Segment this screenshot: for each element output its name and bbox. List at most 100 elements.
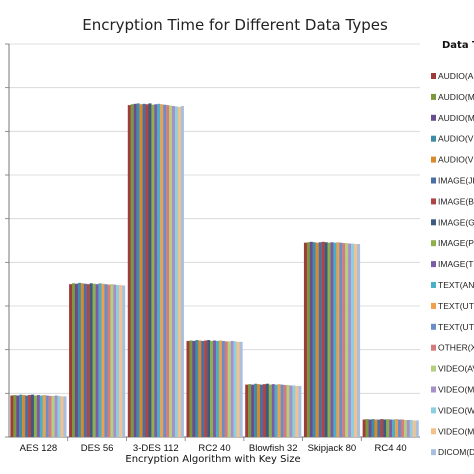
bar	[116, 285, 120, 437]
bar	[386, 419, 390, 437]
bar	[39, 395, 43, 437]
x-tick-label: 3-DES 112	[133, 443, 179, 454]
bar	[403, 419, 408, 437]
bar	[69, 284, 73, 437]
bar	[271, 384, 275, 437]
bar	[36, 395, 40, 437]
legend-label: AUDIO(V	[438, 134, 474, 144]
bar	[400, 419, 405, 437]
bar	[119, 285, 123, 437]
bar	[345, 243, 349, 437]
bar	[169, 105, 173, 437]
bar	[298, 385, 302, 437]
bar	[395, 419, 399, 437]
legend-label: AUDIO(A	[438, 71, 474, 81]
bar	[154, 104, 158, 437]
bar	[262, 384, 266, 437]
legend-swatch	[431, 407, 436, 414]
bar	[254, 383, 258, 437]
legend-label: TEXT(AN	[438, 280, 474, 290]
bar	[245, 384, 249, 437]
bar	[368, 419, 372, 437]
legend-swatch	[431, 73, 436, 79]
legend-label: OTHER(X	[438, 343, 474, 353]
bar	[259, 384, 264, 437]
bar	[201, 340, 205, 437]
bar	[230, 340, 234, 437]
legend-label: IMAGE(T	[438, 259, 473, 269]
bar	[406, 419, 410, 437]
legend-swatch	[431, 219, 436, 226]
bar	[89, 283, 93, 437]
bar	[330, 242, 334, 437]
bar	[377, 419, 381, 437]
bar	[136, 103, 140, 437]
bar	[303, 242, 308, 437]
bar	[98, 283, 102, 437]
legend-label: IMAGE(B	[438, 196, 474, 206]
legend-label: TEXT(UTF	[438, 322, 474, 332]
bar	[22, 395, 26, 437]
bar	[204, 340, 208, 437]
bar	[380, 419, 384, 437]
bar	[415, 420, 419, 437]
legend-label: VIDEO(AV	[438, 364, 474, 374]
bar	[248, 384, 252, 437]
legend-swatch	[431, 365, 436, 372]
bar	[86, 284, 90, 437]
bar	[174, 106, 179, 437]
bar	[213, 340, 217, 437]
bar	[251, 384, 255, 437]
bar	[289, 385, 293, 437]
bar	[110, 284, 114, 437]
bar	[265, 383, 269, 437]
bar	[236, 341, 240, 437]
bar	[277, 384, 281, 437]
bar	[371, 419, 375, 437]
legend-swatch	[431, 261, 436, 268]
bar	[92, 283, 96, 437]
bar	[365, 419, 369, 437]
bar	[142, 103, 146, 437]
bar	[221, 340, 225, 437]
legend-swatch	[431, 93, 436, 100]
bar	[207, 340, 211, 437]
bar	[160, 104, 164, 437]
bar	[95, 284, 99, 437]
bar	[351, 243, 355, 437]
bar	[57, 395, 61, 437]
legend-swatch	[431, 302, 436, 309]
bar	[333, 242, 337, 437]
bar	[389, 419, 393, 437]
bar	[33, 395, 38, 437]
legend-swatch	[431, 282, 436, 288]
legend-label: AUDIO(V	[438, 155, 474, 165]
legend-label: TEXT(UTF	[438, 301, 474, 311]
bar	[63, 396, 67, 437]
bar	[54, 395, 58, 437]
bar	[101, 283, 105, 437]
bar	[274, 384, 278, 437]
legend-swatch	[431, 323, 436, 330]
bar	[342, 243, 346, 437]
bar	[77, 282, 82, 437]
bar	[186, 340, 190, 437]
bar	[74, 283, 79, 437]
x-tick-label: Skipjack 80	[308, 443, 357, 454]
bar	[312, 242, 316, 437]
bar	[13, 395, 17, 437]
bar	[157, 103, 161, 437]
chart-title: Encryption Time for Different Data Types	[82, 16, 388, 34]
legend-swatch	[431, 135, 436, 142]
legend-label: IMAGE(G	[438, 217, 474, 227]
bar	[398, 419, 402, 437]
bar	[122, 285, 126, 437]
bar	[45, 395, 49, 437]
bar	[10, 395, 14, 437]
bar	[195, 340, 199, 437]
bar	[306, 242, 310, 437]
legend-swatch	[431, 198, 436, 205]
bar	[177, 106, 181, 437]
bar	[268, 384, 272, 437]
